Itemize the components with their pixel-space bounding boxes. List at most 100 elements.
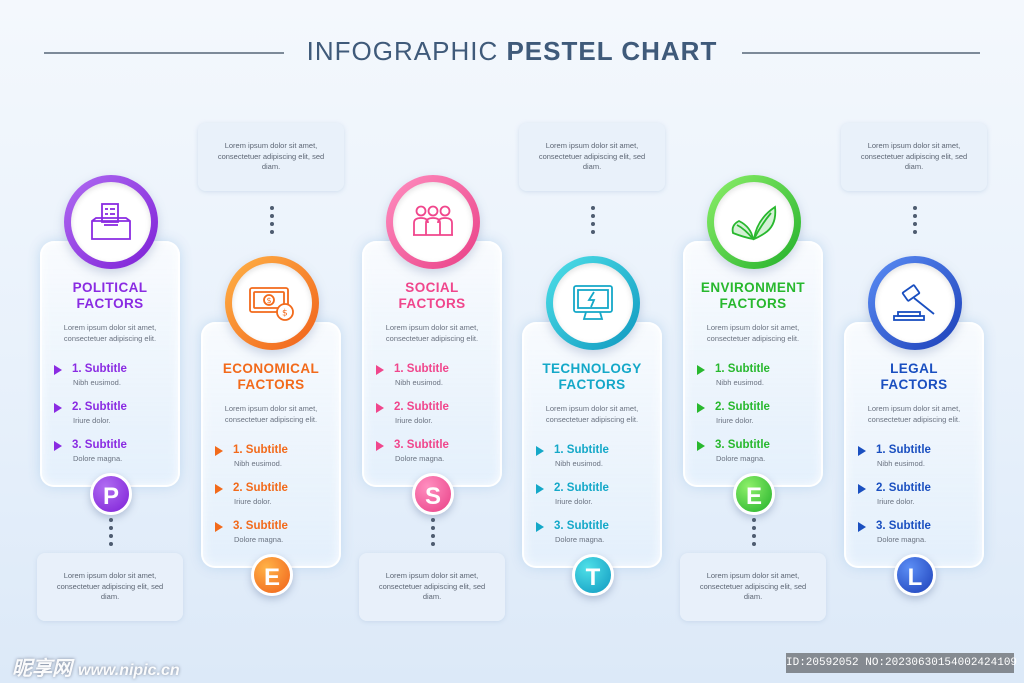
ballot-box-icon <box>71 182 151 262</box>
item-subtitle: Dolore magna. <box>555 535 605 544</box>
header: INFOGRAPHIC PESTEL CHART <box>0 36 1024 70</box>
play-arrow-icon <box>697 365 705 375</box>
factor-title: TECHNOLOGY FACTORS <box>522 361 662 393</box>
item-title: 1. Subtitle <box>394 363 449 375</box>
play-arrow-icon <box>54 403 62 413</box>
watermark-logo: 昵享网 www.nipic.cn <box>12 652 180 681</box>
factor-title-line-1: ECONOMICAL <box>222 361 320 376</box>
factor-column: POLITICAL FACTORS Lorem ipsum dolor sit … <box>40 175 180 515</box>
factor-column: SOCIAL FACTORS Lorem ipsum dolor sit ame… <box>362 175 502 515</box>
item-subtitle: Dolore magna. <box>234 535 284 544</box>
factor-column: LEGAL FACTORS Lorem ipsum dolor sit amet… <box>844 256 984 596</box>
note-card: Lorem ipsum dolor sit amet, consectetuer… <box>519 123 665 191</box>
item-subtitle: Nibh eusimod. <box>555 459 603 468</box>
play-arrow-icon <box>215 446 223 456</box>
item-subtitle: Iriure dolor. <box>716 416 754 425</box>
item-title: 2. Subtitle <box>72 401 127 413</box>
item-title: 2. Subtitle <box>394 401 449 413</box>
item-title: 3. Subtitle <box>72 439 127 451</box>
item-subtitle: Iriure dolor. <box>73 416 111 425</box>
factor-title-line-2: FACTORS <box>398 296 466 311</box>
item-subtitle: Iriure dolor. <box>877 497 915 506</box>
factor-title-line-1: LEGAL <box>890 361 938 376</box>
watermark-url: www.nipic.cn <box>78 662 180 679</box>
factor-column: ENVIRONMENT FACTORS Lorem ipsum dolor si… <box>683 175 823 515</box>
factor-title: POLITICAL FACTORS <box>40 280 180 312</box>
item-title: 3. Subtitle <box>394 439 449 451</box>
item-title: 3. Subtitle <box>233 520 288 532</box>
play-arrow-icon <box>54 441 62 451</box>
play-arrow-icon <box>858 522 866 532</box>
factor-title-line-2: FACTORS <box>237 377 305 392</box>
icon-ring <box>386 175 480 269</box>
item-subtitle: Dolore magna. <box>877 535 927 544</box>
factor-letter-badge: L <box>894 554 936 596</box>
note-card: Lorem ipsum dolor sit amet, consectetuer… <box>359 553 505 621</box>
factor-title: SOCIAL FACTORS <box>362 280 502 312</box>
connector-dots <box>431 518 435 550</box>
play-arrow-icon <box>376 441 384 451</box>
watermark-logo-text: 昵享网 <box>12 658 72 680</box>
factor-letter-badge: E <box>251 554 293 596</box>
note-card: Lorem ipsum dolor sit amet, consectetuer… <box>198 123 344 191</box>
item-subtitle: Dolore magna. <box>716 454 766 463</box>
item-subtitle: Iriure dolor. <box>395 416 433 425</box>
item-subtitle: Iriure dolor. <box>555 497 593 506</box>
item-subtitle: Iriure dolor. <box>234 497 272 506</box>
play-arrow-icon <box>858 484 866 494</box>
factor-title-line-1: SOCIAL <box>405 280 459 295</box>
item-title: 3. Subtitle <box>876 520 931 532</box>
connector-dots <box>752 518 756 550</box>
factor-letter-badge: E <box>733 473 775 515</box>
factor-column: TECHNOLOGY FACTORS Lorem ipsum dolor sit… <box>522 256 662 596</box>
monitor-icon <box>553 263 633 343</box>
factor-description: Lorem ipsum dolor sit amet, consectetuer… <box>224 404 318 424</box>
factor-panel <box>844 322 984 568</box>
factor-column: $ $ ECONOMICAL FACTORS Lorem ipsum dolor … <box>201 256 341 596</box>
watermark-id: ID:20592052 NO:20230630154002424109 <box>786 653 1017 673</box>
item-subtitle: Dolore magna. <box>395 454 445 463</box>
note-card: Lorem ipsum dolor sit amet, consectetuer… <box>841 123 987 191</box>
play-arrow-icon <box>215 522 223 532</box>
item-title: 2. Subtitle <box>554 482 609 494</box>
title-rule-right <box>742 52 980 54</box>
item-subtitle: Nibh eusimod. <box>234 459 282 468</box>
factor-title-line-1: POLITICAL <box>72 280 148 295</box>
factor-letter-badge: T <box>572 554 614 596</box>
item-title: 1. Subtitle <box>72 363 127 375</box>
connector-dots <box>270 206 274 238</box>
factor-description: Lorem ipsum dolor sit amet, consectetuer… <box>63 323 157 343</box>
note-card: Lorem ipsum dolor sit amet, consectetuer… <box>680 553 826 621</box>
factor-title-line-1: ENVIRONMENT <box>700 280 806 295</box>
play-arrow-icon <box>376 365 384 375</box>
title-part-2: PESTEL CHART <box>506 36 718 66</box>
play-arrow-icon <box>536 484 544 494</box>
factor-title-line-1: TECHNOLOGY <box>542 361 642 376</box>
connector-dots <box>913 206 917 238</box>
title-part-1: INFOGRAPHIC <box>306 36 507 66</box>
factor-description: Lorem ipsum dolor sit amet, consectetuer… <box>385 323 479 343</box>
icon-ring <box>707 175 801 269</box>
factor-panel <box>683 241 823 487</box>
icon-ring <box>868 256 962 350</box>
item-title: 2. Subtitle <box>233 482 288 494</box>
factor-letter-badge: S <box>412 473 454 515</box>
play-arrow-icon <box>54 365 62 375</box>
leaves-icon <box>714 182 794 262</box>
people-icon <box>393 182 473 262</box>
item-title: 1. Subtitle <box>715 363 770 375</box>
factor-title-line-2: FACTORS <box>76 296 144 311</box>
factor-title-line-2: FACTORS <box>719 296 787 311</box>
factor-letter-badge: P <box>90 473 132 515</box>
factor-description: Lorem ipsum dolor sit amet, consectetuer… <box>706 323 800 343</box>
play-arrow-icon <box>376 403 384 413</box>
play-arrow-icon <box>858 446 866 456</box>
item-subtitle: Dolore magna. <box>73 454 123 463</box>
factor-title-line-2: FACTORS <box>880 377 948 392</box>
play-arrow-icon <box>697 441 705 451</box>
play-arrow-icon <box>536 522 544 532</box>
money-icon: $ $ <box>232 263 312 343</box>
play-arrow-icon <box>215 484 223 494</box>
svg-text:$: $ <box>267 296 272 305</box>
item-title: 3. Subtitle <box>554 520 609 532</box>
